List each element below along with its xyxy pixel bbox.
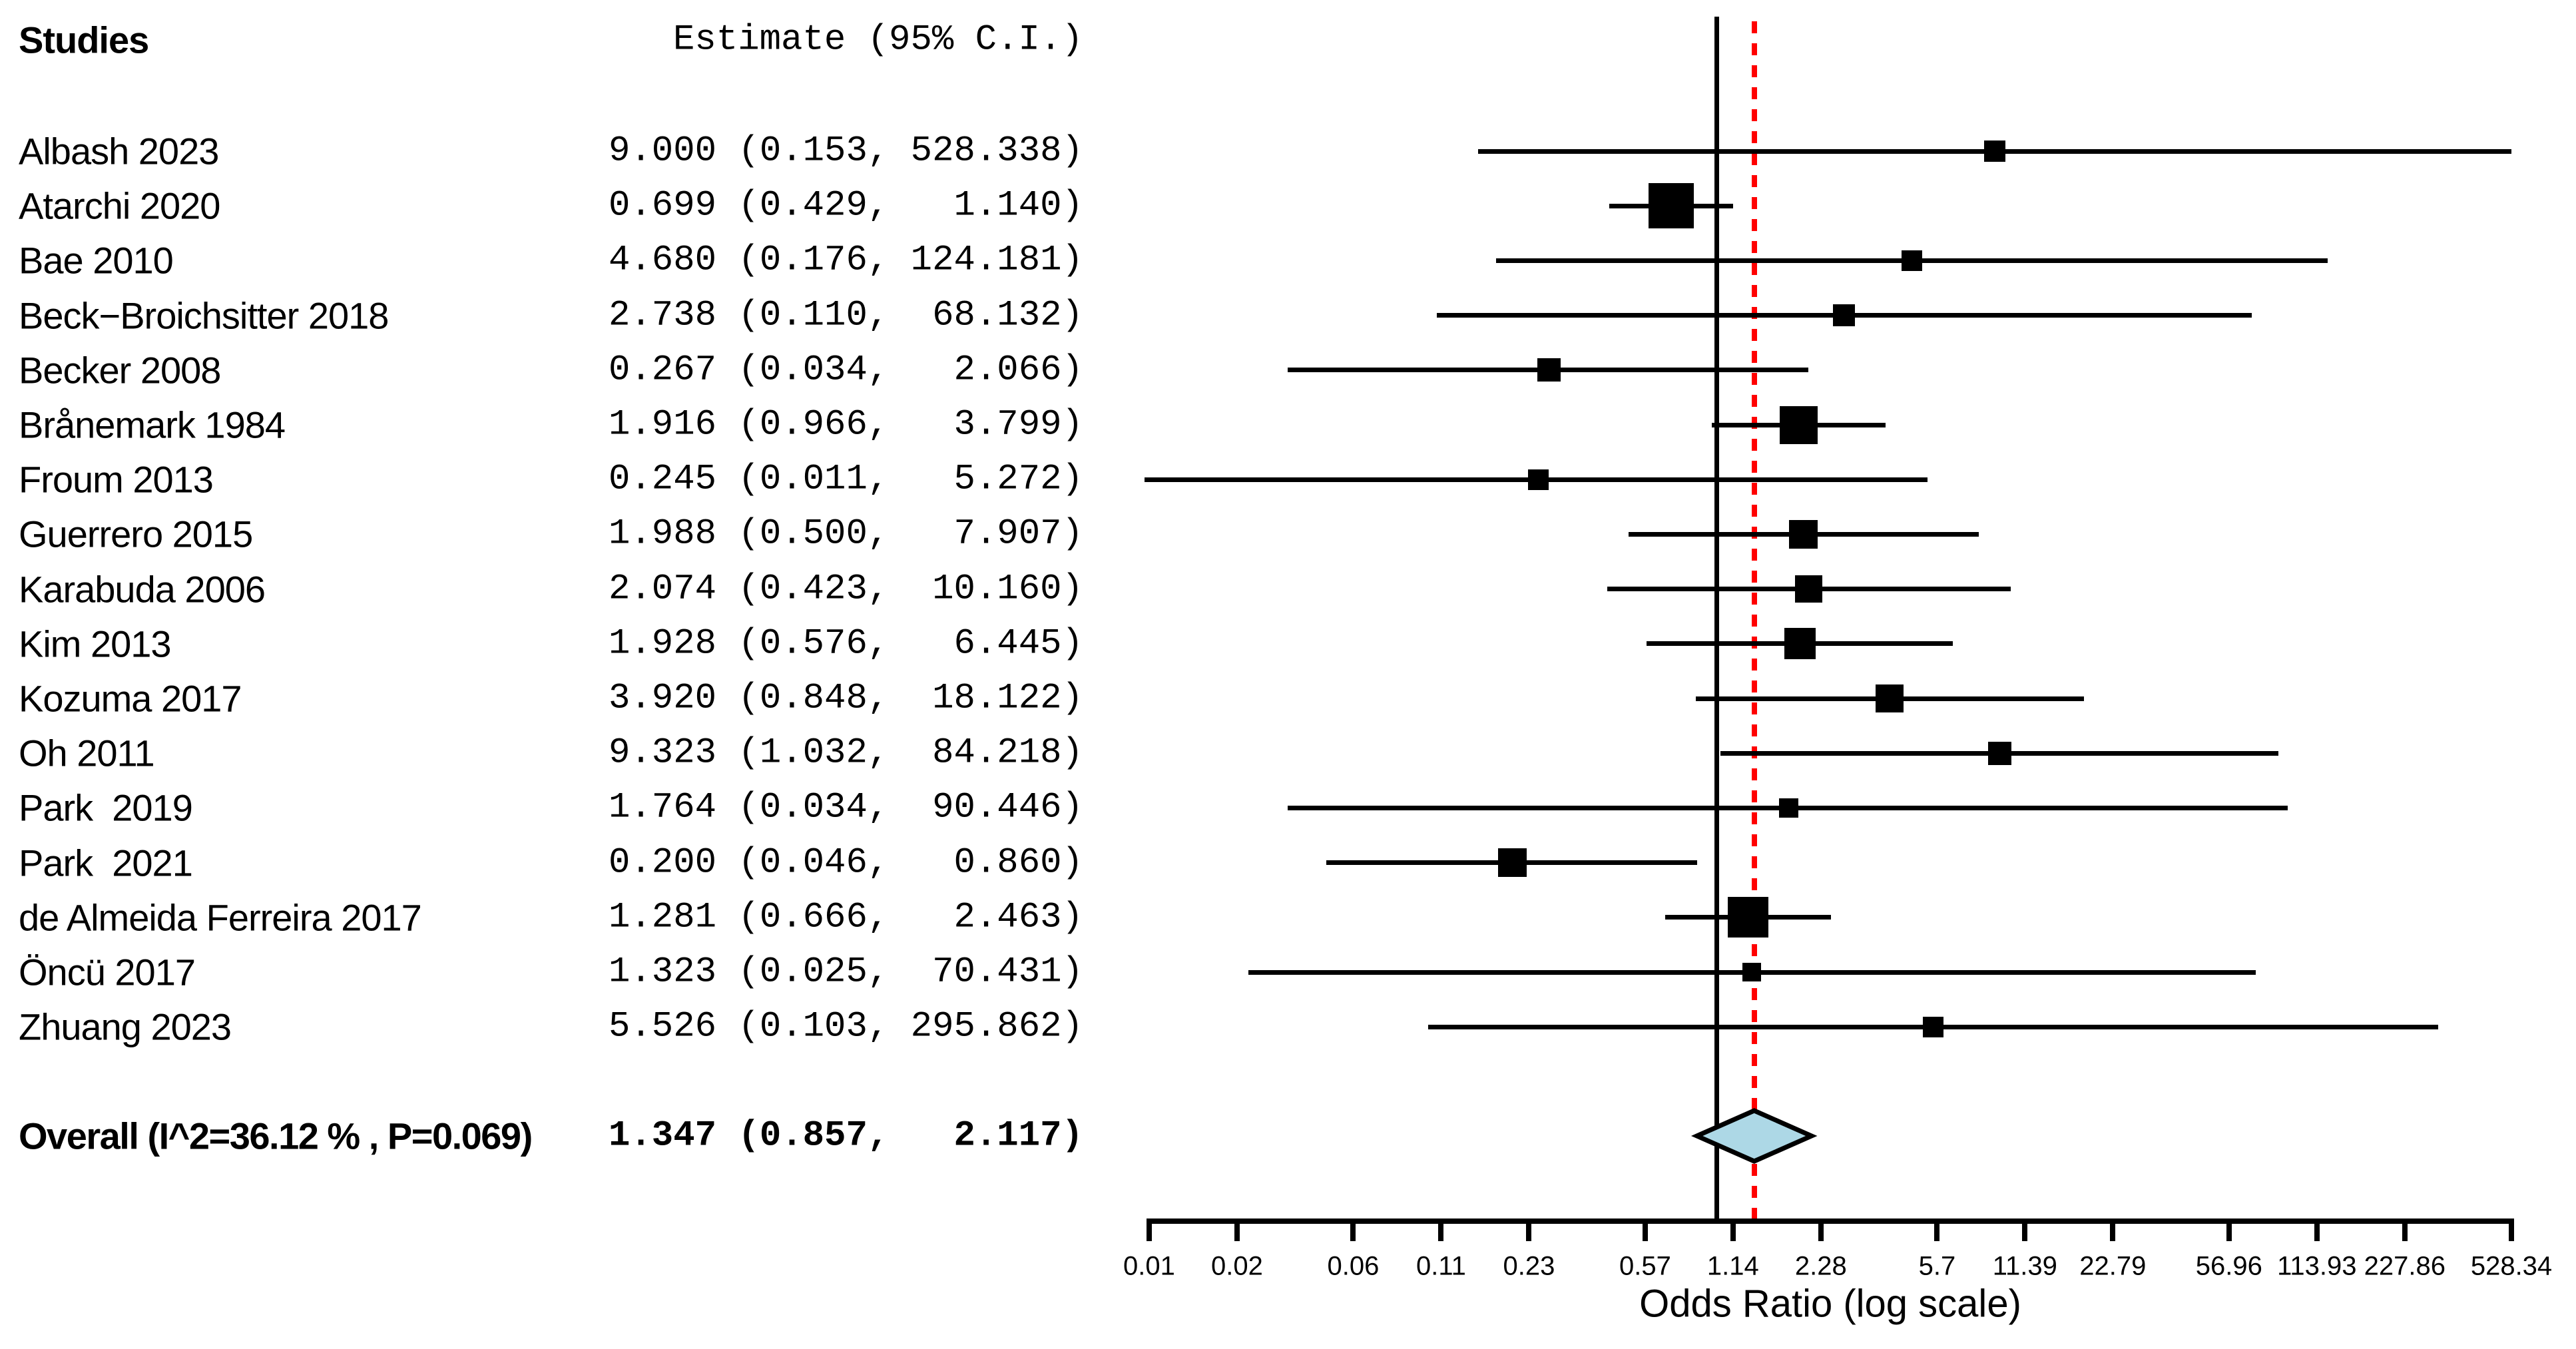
study-estimate-label: 1.916 (0.966, 3.799) — [609, 404, 1083, 445]
x-axis-tick-label: 0.23 — [1503, 1251, 1555, 1281]
x-axis-tick — [2509, 1222, 2514, 1241]
study-estimate-label: 2.738 (0.110, 68.132) — [609, 295, 1083, 336]
study-estimate-label: 0.699 (0.429, 1.140) — [609, 185, 1083, 226]
x-axis-tick — [2110, 1222, 2116, 1241]
overall-diamond-shape — [1690, 1108, 1818, 1164]
study-estimate-label: 2.074 (0.423, 10.160) — [609, 569, 1083, 610]
overall-estimate-label: 1.347 (0.857, 2.117) — [609, 1115, 1083, 1157]
x-axis-tick — [1234, 1222, 1240, 1241]
x-axis-tick — [1934, 1222, 1940, 1241]
estimate-marker — [1648, 183, 1694, 229]
estimate-marker — [1778, 798, 1798, 818]
study-estimate-label: 1.928 (0.576, 6.445) — [609, 623, 1083, 665]
x-axis-tick — [2314, 1222, 2320, 1241]
study-name: Zhuang 2023 — [19, 1005, 232, 1048]
x-axis-tick-label: 113.93 — [2277, 1251, 2357, 1281]
x-axis-tick — [1730, 1222, 1736, 1241]
x-axis-tick-label: 0.57 — [1619, 1251, 1671, 1281]
estimate-marker — [1727, 897, 1768, 938]
study-name: Becker 2008 — [19, 349, 221, 392]
study-name: Karabuda 2006 — [19, 568, 266, 611]
estimate-marker — [1984, 140, 2006, 162]
x-axis-tick — [1642, 1222, 1648, 1241]
x-axis-tick — [1146, 1222, 1152, 1241]
study-name: de Almeida Ferreira 2017 — [19, 896, 422, 939]
x-axis-tick-label: 0.02 — [1211, 1251, 1263, 1281]
x-axis-tick — [1438, 1222, 1444, 1241]
x-axis-tick-label: 56.96 — [2195, 1251, 2262, 1281]
x-axis-tick-label: 528.34 — [2470, 1251, 2553, 1281]
x-axis-tick — [1350, 1222, 1356, 1241]
study-name: Bae 2010 — [19, 239, 174, 282]
estimate-marker — [1780, 405, 1818, 444]
reference-line — [1714, 17, 1719, 1218]
study-name: Albash 2023 — [19, 130, 219, 172]
estimate-column-header: Estimate (95% C.I.) — [673, 19, 1083, 61]
x-axis-tick-label: 22.79 — [2079, 1251, 2147, 1281]
x-axis-tick-label: 2.28 — [1794, 1251, 1847, 1281]
studies-column-header: Studies — [19, 19, 149, 61]
study-name: Oh 2011 — [19, 732, 155, 774]
study-name: Guerrero 2015 — [19, 513, 253, 555]
x-axis-tick-label: 5.7 — [1918, 1251, 1956, 1281]
x-axis-title: Odds Ratio (log scale) — [1639, 1282, 2021, 1326]
study-name: Kim 2013 — [19, 623, 172, 665]
x-axis-tick — [1526, 1222, 1532, 1241]
estimate-marker — [1527, 469, 1549, 490]
estimate-marker — [1742, 963, 1762, 981]
study-name: Froum 2013 — [19, 458, 214, 501]
study-name: Park 2019 — [19, 786, 193, 829]
x-axis-tick-label: 0.11 — [1416, 1251, 1466, 1281]
study-estimate-label: 9.000 (0.153, 528.338) — [609, 131, 1083, 172]
estimate-marker — [1987, 741, 2011, 765]
x-axis-tick-label: 0.01 — [1123, 1251, 1175, 1281]
overall-row-label: Overall (I^2=36.12 % , P=0.069) — [19, 1115, 533, 1157]
x-axis-tick — [2402, 1222, 2408, 1241]
study-estimate-label: 1.988 (0.500, 7.907) — [609, 513, 1083, 555]
study-name: Beck−Broichsitter 2018 — [19, 294, 389, 337]
estimate-marker — [1923, 1016, 1944, 1037]
study-estimate-label: 9.323 (1.032, 84.218) — [609, 732, 1083, 774]
study-name: Park 2021 — [19, 842, 193, 884]
x-axis-tick — [2226, 1222, 2232, 1241]
x-axis-tick-label: 1.14 — [1706, 1251, 1759, 1281]
study-estimate-label: 1.764 (0.034, 90.446) — [609, 787, 1083, 828]
x-axis-tick-label: 11.39 — [1992, 1251, 2057, 1281]
x-axis-tick-label: 0.06 — [1327, 1251, 1380, 1281]
overall-estimate-line — [1751, 21, 1757, 1218]
estimate-marker — [1789, 519, 1818, 549]
study-estimate-label: 0.200 (0.046, 0.860) — [609, 842, 1083, 884]
estimate-marker — [1537, 358, 1561, 382]
study-name: Atarchi 2020 — [19, 184, 220, 227]
x-axis-line — [1146, 1218, 2514, 1224]
study-estimate-label: 0.245 (0.011, 5.272) — [609, 459, 1083, 500]
study-estimate-label: 0.267 (0.034, 2.066) — [609, 350, 1083, 391]
study-estimate-label: 4.680 (0.176, 124.181) — [609, 240, 1083, 281]
study-name: Brånemark 1984 — [19, 404, 286, 446]
study-estimate-label: 1.323 (0.025, 70.431) — [609, 951, 1083, 993]
study-name: Kozuma 2017 — [19, 677, 242, 720]
estimate-marker — [1795, 575, 1823, 603]
study-estimate-label: 3.920 (0.848, 18.122) — [609, 678, 1083, 719]
estimate-marker — [1497, 848, 1527, 878]
study-estimate-label: 5.526 (0.103, 295.862) — [609, 1006, 1083, 1047]
estimate-marker — [1876, 684, 1904, 712]
study-name: Öncü 2017 — [19, 951, 196, 993]
estimate-marker — [1902, 250, 1923, 271]
x-axis-tick — [1818, 1222, 1824, 1241]
x-axis-tick — [2022, 1222, 2028, 1241]
estimate-marker — [1784, 628, 1816, 660]
estimate-marker — [1833, 304, 1856, 327]
x-axis-tick-label: 227.86 — [2364, 1251, 2446, 1281]
study-estimate-label: 1.281 (0.666, 2.463) — [609, 897, 1083, 938]
